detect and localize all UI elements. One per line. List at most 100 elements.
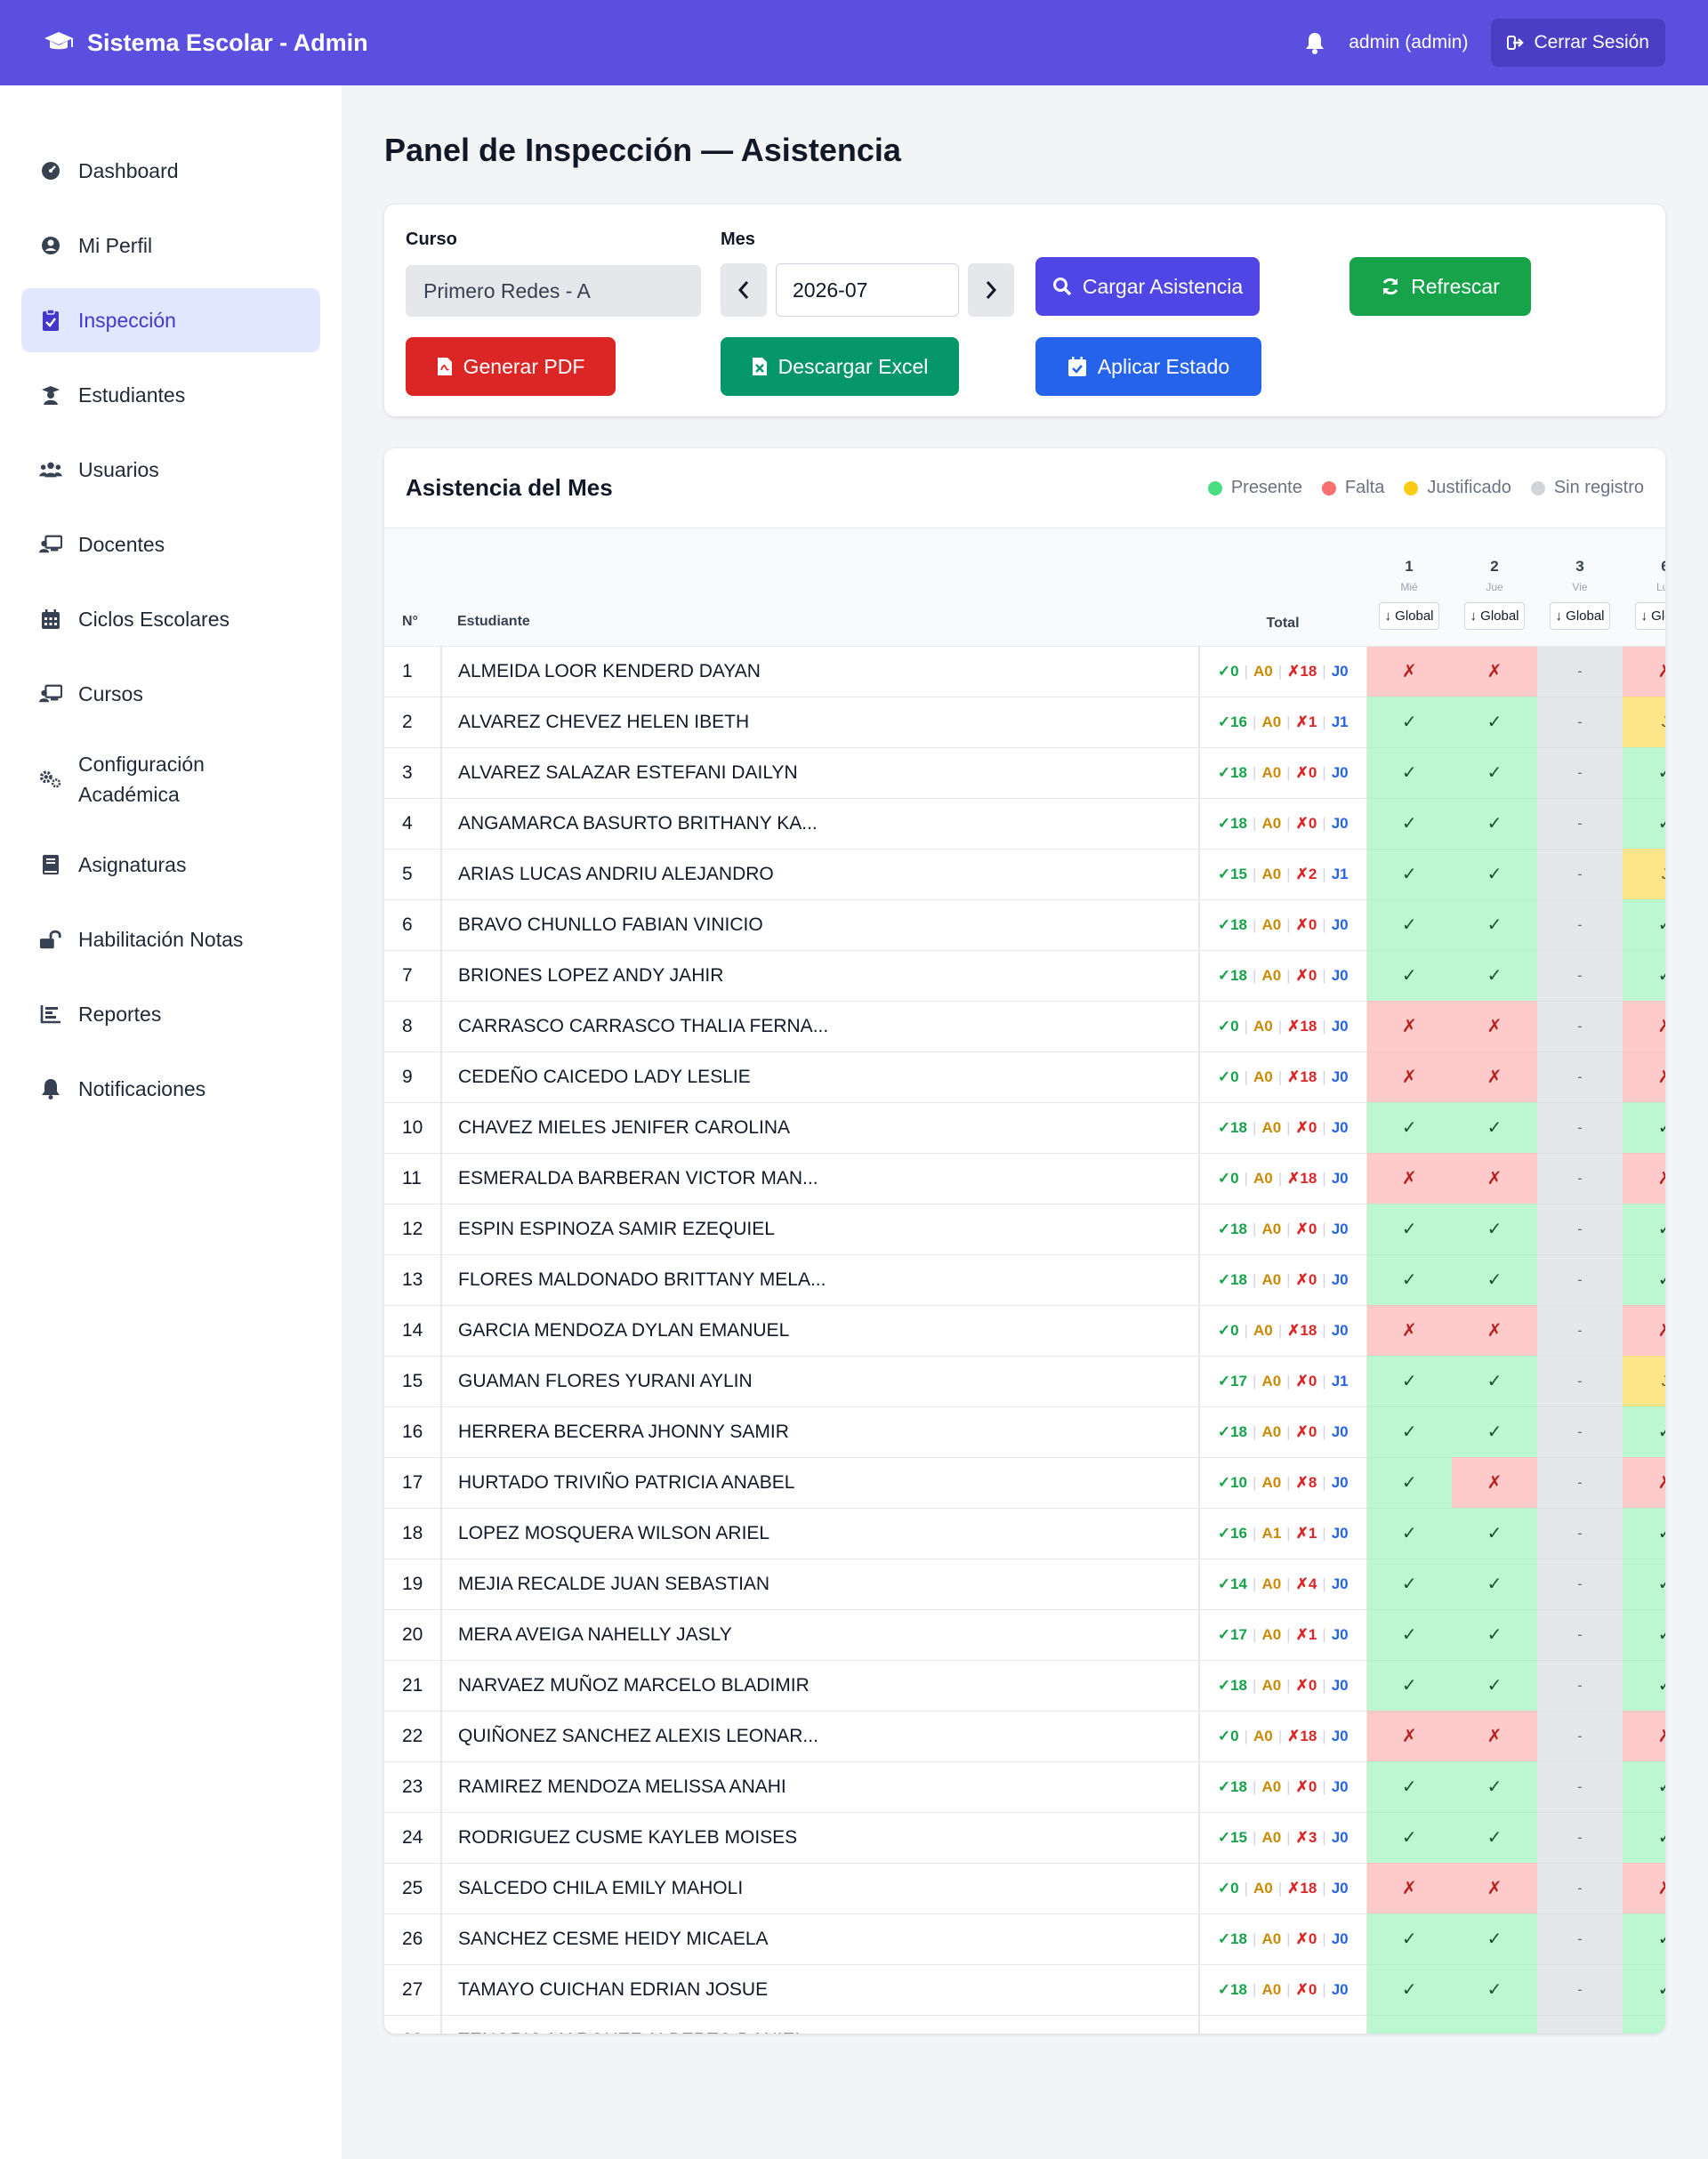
attendance-cell[interactable]: ✗ <box>1366 1863 1452 1913</box>
attendance-cell[interactable]: ✓ <box>1452 1204 1537 1254</box>
attendance-cell[interactable]: - <box>1537 1913 1623 1964</box>
attendance-cell[interactable]: ✓ <box>1366 697 1452 747</box>
attendance-cell[interactable]: ✓ <box>1366 747 1452 798</box>
refresh-button[interactable]: Refrescar <box>1349 257 1531 316</box>
attendance-cell[interactable]: ✗ <box>1452 1711 1537 1761</box>
generate-pdf-button[interactable]: Generar PDF <box>406 337 616 396</box>
attendance-cell[interactable]: ✓ <box>1366 1964 1452 2015</box>
sidebar-item-estudiantes[interactable]: Estudiantes <box>21 363 320 427</box>
attendance-cell[interactable]: ✓ <box>1366 1609 1452 1660</box>
sidebar-item-habilitacion[interactable]: Habilitación Notas <box>21 907 320 971</box>
attendance-cell[interactable]: ✓ <box>1623 1812 1665 1863</box>
bell-icon[interactable] <box>1304 31 1325 54</box>
attendance-cell[interactable]: ✓ <box>1452 1102 1537 1153</box>
attendance-cell[interactable]: - <box>1537 1812 1623 1863</box>
attendance-cell[interactable]: ✓ <box>1366 1913 1452 1964</box>
sidebar-item-inspeccion[interactable]: Inspección <box>21 288 320 352</box>
sidebar-item-docentes[interactable]: Docentes <box>21 512 320 576</box>
attendance-cell[interactable]: ✓ <box>1452 798 1537 849</box>
attendance-cell[interactable]: ✗ <box>1366 1305 1452 1356</box>
attendance-cell[interactable]: - <box>1537 1863 1623 1913</box>
attendance-cell[interactable]: ✓ <box>1452 697 1537 747</box>
attendance-cell[interactable]: - <box>1537 899 1623 950</box>
attendance-cell[interactable]: ✓ <box>1452 950 1537 1001</box>
attendance-cell[interactable]: ✓ <box>1623 1102 1665 1153</box>
global-apply-button[interactable]: ↓ Global <box>1379 601 1439 630</box>
attendance-cell[interactable]: ✓ <box>1623 1660 1665 1711</box>
attendance-cell[interactable]: ✓ <box>1452 1508 1537 1559</box>
attendance-cell[interactable]: ✗ <box>1452 1153 1537 1204</box>
attendance-cell[interactable]: - <box>1537 1254 1623 1305</box>
attendance-cell[interactable]: ✓ <box>1452 1660 1537 1711</box>
attendance-cell[interactable]: ✓ <box>1366 1812 1452 1863</box>
attendance-cell[interactable]: - <box>1537 1305 1623 1356</box>
attendance-cell[interactable]: - <box>1537 1964 1623 2015</box>
attendance-cell[interactable]: ✓ <box>1366 1457 1452 1508</box>
attendance-cell[interactable]: - <box>1537 2015 1623 2034</box>
sidebar-item-ciclos[interactable]: Ciclos Escolares <box>21 587 320 651</box>
attendance-cell[interactable]: ✓ <box>1452 747 1537 798</box>
attendance-cell[interactable]: ✗ <box>1366 1051 1452 1102</box>
attendance-cell[interactable]: - <box>1537 1102 1623 1153</box>
attendance-cell[interactable]: ✓ <box>1452 1913 1537 1964</box>
attendance-cell[interactable]: ✓ <box>1366 1204 1452 1254</box>
attendance-cell[interactable]: ✓ <box>1623 747 1665 798</box>
attendance-cell[interactable]: ✓ <box>1366 849 1452 899</box>
sidebar-item-notificaciones[interactable]: Notificaciones <box>21 1057 320 1121</box>
attendance-cell[interactable]: ✓ <box>1366 1508 1452 1559</box>
attendance-cell[interactable]: J <box>1623 849 1665 899</box>
attendance-cell[interactable]: ✗ <box>1623 646 1665 697</box>
attendance-cell[interactable]: - <box>1537 1153 1623 1204</box>
brand[interactable]: Sistema Escolar - Admin <box>43 29 368 57</box>
apply-state-button[interactable]: Aplicar Estado <box>1035 337 1261 396</box>
attendance-cell[interactable]: - <box>1537 1609 1623 1660</box>
attendance-cell[interactable]: ✓ <box>1623 899 1665 950</box>
attendance-cell[interactable]: ✓ <box>1623 2015 1665 2034</box>
attendance-cell[interactable]: ✓ <box>1452 1406 1537 1457</box>
attendance-cell[interactable]: ✗ <box>1452 1457 1537 1508</box>
attendance-cell[interactable]: ✗ <box>1452 1305 1537 1356</box>
attendance-cell[interactable]: J <box>1623 1356 1665 1406</box>
attendance-cell[interactable]: ✗ <box>1366 1001 1452 1051</box>
attendance-cell[interactable]: ✗ <box>1623 1863 1665 1913</box>
attendance-cell[interactable]: ✓ <box>1366 1254 1452 1305</box>
attendance-cell[interactable]: ✓ <box>1366 950 1452 1001</box>
month-input[interactable]: 2026-07 <box>776 263 959 317</box>
attendance-cell[interactable]: - <box>1537 1711 1623 1761</box>
attendance-cell[interactable]: - <box>1537 1356 1623 1406</box>
attendance-cell[interactable]: - <box>1537 1660 1623 1711</box>
attendance-cell[interactable]: ✓ <box>1623 1254 1665 1305</box>
logout-button[interactable]: Cerrar Sesión <box>1491 19 1665 67</box>
attendance-cell[interactable]: ✗ <box>1623 1051 1665 1102</box>
attendance-cell[interactable]: ✓ <box>1452 1254 1537 1305</box>
attendance-cell[interactable]: - <box>1537 849 1623 899</box>
attendance-cell[interactable]: ✓ <box>1366 899 1452 950</box>
attendance-cell[interactable]: ✓ <box>1623 798 1665 849</box>
attendance-cell[interactable]: ✓ <box>1452 1812 1537 1863</box>
attendance-cell[interactable]: ✓ <box>1366 798 1452 849</box>
attendance-cell[interactable]: ✗ <box>1452 646 1537 697</box>
attendance-cell[interactable]: - <box>1537 1559 1623 1609</box>
global-apply-button[interactable]: ↓ Global <box>1550 601 1610 630</box>
attendance-cell[interactable]: ✓ <box>1452 2015 1537 2034</box>
curso-select[interactable]: Primero Redes - A <box>406 265 701 317</box>
attendance-cell[interactable]: - <box>1537 1457 1623 1508</box>
attendance-cell[interactable]: ✓ <box>1623 950 1665 1001</box>
prev-month-button[interactable] <box>721 263 767 317</box>
attendance-cell[interactable]: ✓ <box>1452 899 1537 950</box>
attendance-cell[interactable]: - <box>1537 1761 1623 1812</box>
attendance-cell[interactable]: - <box>1537 1051 1623 1102</box>
attendance-cell[interactable]: ✓ <box>1623 1913 1665 1964</box>
attendance-cell[interactable]: ✓ <box>1366 1406 1452 1457</box>
sidebar-item-mi-perfil[interactable]: Mi Perfil <box>21 213 320 278</box>
attendance-cell[interactable]: ✗ <box>1623 1457 1665 1508</box>
attendance-cell[interactable]: ✗ <box>1366 646 1452 697</box>
attendance-cell[interactable]: ✓ <box>1366 1356 1452 1406</box>
attendance-cell[interactable]: ✗ <box>1452 1863 1537 1913</box>
attendance-cell[interactable]: ✗ <box>1452 1001 1537 1051</box>
next-month-button[interactable] <box>968 263 1014 317</box>
attendance-cell[interactable]: ✓ <box>1366 2015 1452 2034</box>
attendance-cell[interactable]: ✗ <box>1623 1305 1665 1356</box>
attendance-cell[interactable]: ✗ <box>1366 1153 1452 1204</box>
attendance-cell[interactable]: ✗ <box>1623 1153 1665 1204</box>
